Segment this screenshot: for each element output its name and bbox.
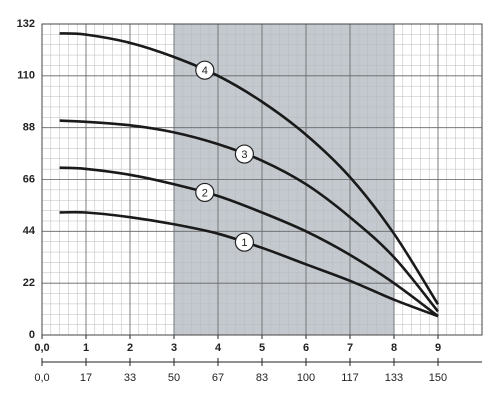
x2-tick-label: 133 <box>385 372 403 384</box>
curve-label-circle <box>195 60 215 80</box>
x-tick-label: 1 <box>83 342 89 354</box>
x2-tick-label: 67 <box>212 372 224 384</box>
y-tick-label: 88 <box>23 122 35 134</box>
x2-tick-label: 117 <box>341 372 359 384</box>
x2-tick-label: 0,0 <box>34 372 49 384</box>
curve-label-circle <box>195 182 215 203</box>
y-tick-label: 22 <box>23 277 35 289</box>
x-tick-label: 5 <box>259 342 265 354</box>
y-tick-label: 44 <box>23 225 36 237</box>
curve <box>59 166 439 318</box>
y-tick-label: 110 <box>17 70 35 82</box>
x2-tick-label: 33 <box>124 372 136 384</box>
curve-label-circle <box>234 232 254 252</box>
x2-tick-label: 100 <box>297 372 315 384</box>
curve <box>59 32 440 306</box>
plot-frame <box>41 23 483 336</box>
y-tick-label: 66 <box>23 173 35 185</box>
x2-tick-label: 17 <box>80 372 92 384</box>
legend-label: 1 <box>241 237 247 249</box>
x-tick-label: 3 <box>171 342 177 354</box>
x2-tick-label: 50 <box>168 372 180 384</box>
x2-tick-label: 83 <box>256 372 268 384</box>
x-tick-label: 2 <box>127 342 133 354</box>
x-tick-label: 7 <box>347 342 353 354</box>
x-tick-label: 6 <box>303 342 309 354</box>
y-tick-label: 0 <box>29 329 35 341</box>
x-tick-label: 4 <box>215 342 222 354</box>
legend-label: 4 <box>202 65 208 77</box>
x-tick-label: 9 <box>435 342 441 354</box>
legend-label: 2 <box>202 187 208 199</box>
x-tick-label: 0,0 <box>34 342 49 354</box>
grid <box>41 23 483 339</box>
curve-label-circle <box>234 144 254 164</box>
x-tick-label: 8 <box>391 342 397 354</box>
plot: 1 2 3 4 <box>59 32 440 318</box>
legend-label: 3 <box>241 149 247 161</box>
x2-tick-label: 150 <box>429 372 447 384</box>
y-tick-label: 132 <box>17 18 35 30</box>
